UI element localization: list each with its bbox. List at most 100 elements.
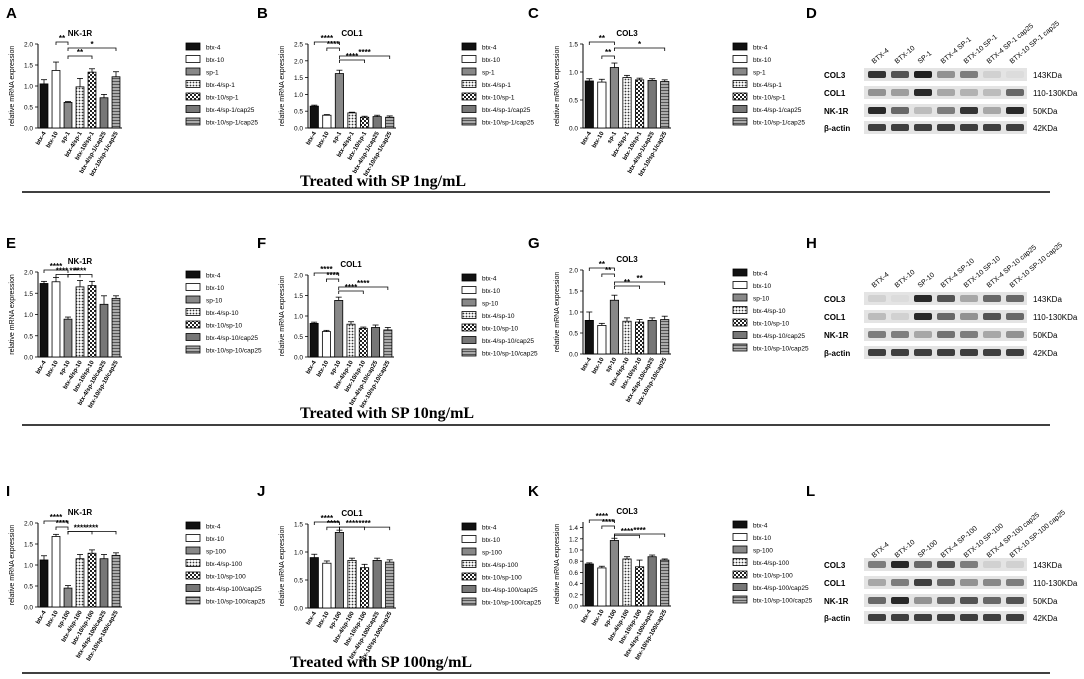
blot-band-size: 42KDa bbox=[1033, 124, 1058, 133]
blot-band bbox=[983, 295, 1001, 302]
legend-label: btx-4 bbox=[482, 45, 497, 52]
y-tick-label: 1.0 bbox=[24, 84, 33, 91]
y-tick-label: 0.0 bbox=[24, 126, 33, 133]
significance-label: ** bbox=[605, 48, 612, 57]
bar bbox=[51, 281, 61, 358]
legend-label: btx-4/sp-100 bbox=[753, 560, 790, 567]
blot-band bbox=[937, 107, 955, 114]
blot-band bbox=[937, 561, 955, 568]
blot-band bbox=[983, 597, 1001, 604]
significance-label: ** bbox=[599, 260, 606, 269]
legend-label: btx-10/sp-100/cap25 bbox=[482, 600, 542, 607]
blot-lane-label: BTX-10 SP-100 bbox=[963, 523, 1005, 560]
blot-band bbox=[937, 614, 955, 621]
legend-label: btx-4/sp-100/cap25 bbox=[753, 585, 809, 592]
bar bbox=[39, 83, 49, 129]
bar bbox=[584, 319, 594, 355]
y-tick-label: 1.5 bbox=[569, 42, 578, 49]
legend-swatch bbox=[732, 343, 748, 352]
legend-swatch bbox=[185, 92, 201, 101]
bar bbox=[322, 114, 332, 129]
legend-swatch bbox=[185, 584, 201, 592]
blot-band bbox=[960, 614, 978, 621]
legend-swatch bbox=[185, 308, 201, 316]
legend-swatch bbox=[461, 535, 477, 543]
blot-band bbox=[868, 107, 886, 114]
legend-swatch bbox=[732, 105, 748, 113]
blot-band bbox=[1006, 313, 1024, 320]
y-tick-label: 0.4 bbox=[569, 581, 578, 588]
blot-band bbox=[914, 71, 932, 78]
blot-band bbox=[1006, 71, 1024, 78]
x-tick-label: btx-4 bbox=[581, 356, 594, 372]
blot-band bbox=[868, 124, 886, 131]
bar bbox=[383, 329, 393, 358]
legend-label: btx-10/sp-1/cap25 bbox=[482, 120, 534, 127]
legend-swatch bbox=[732, 520, 748, 529]
bar bbox=[372, 116, 382, 129]
bar bbox=[647, 556, 657, 607]
panel-letter: D bbox=[806, 5, 817, 22]
legend-swatch bbox=[732, 117, 748, 126]
blot-band bbox=[960, 89, 978, 96]
legend-label: btx-4/sp-100 bbox=[206, 561, 243, 568]
bar bbox=[99, 303, 109, 358]
blot-band bbox=[868, 295, 886, 302]
significance-label: **** bbox=[50, 513, 63, 522]
legend-swatch bbox=[461, 547, 477, 556]
legend-swatch bbox=[185, 333, 201, 341]
y-tick-label: 2.5 bbox=[294, 42, 303, 49]
significance-label: ** bbox=[59, 34, 66, 43]
blot-band bbox=[960, 331, 978, 338]
blot-band bbox=[891, 331, 909, 338]
legend-label: btx-4/sp-100/cap25 bbox=[482, 587, 538, 594]
blot-band-size: 42KDa bbox=[1033, 349, 1058, 358]
legend-label: btx-10 bbox=[753, 57, 771, 64]
blot-band bbox=[1006, 349, 1024, 356]
blot-band-name: COL1 bbox=[824, 313, 846, 322]
bar bbox=[111, 554, 121, 608]
blot-band bbox=[983, 107, 1001, 114]
legend-label: sp-1 bbox=[206, 70, 219, 77]
significance-bracket bbox=[313, 521, 340, 525]
legend-swatch bbox=[461, 560, 477, 568]
blot-band bbox=[891, 349, 909, 356]
blot-band bbox=[1006, 614, 1024, 621]
blot-band bbox=[868, 579, 886, 586]
legend-swatch bbox=[461, 522, 477, 531]
legend-swatch bbox=[185, 534, 201, 542]
bar bbox=[75, 558, 85, 608]
blot-band-name: NK-1R bbox=[824, 331, 849, 340]
blot-band bbox=[868, 71, 886, 78]
legend-swatch bbox=[185, 55, 201, 63]
y-tick-label: 0.0 bbox=[294, 126, 303, 133]
y-tick-label: 1.0 bbox=[569, 70, 578, 77]
panel-letter: B bbox=[257, 5, 268, 22]
blot-band-name: β-actin bbox=[824, 349, 850, 358]
legend-swatch bbox=[732, 55, 748, 63]
legend-label: btx-4 bbox=[753, 271, 768, 278]
bar bbox=[87, 552, 97, 608]
bar bbox=[360, 567, 370, 609]
x-tick-label: btx-10 bbox=[46, 359, 60, 378]
blot-band bbox=[868, 561, 886, 568]
y-tick-label: 2.0 bbox=[24, 521, 33, 528]
chart-panel-f: F COL1 relative mRNA expression 0.0 0.5 1.0 1.… bbox=[257, 235, 538, 410]
blot-band bbox=[983, 71, 1001, 78]
significance-bracket bbox=[614, 285, 640, 289]
blot-band-size: 50KDa bbox=[1033, 331, 1058, 340]
significance-bracket bbox=[339, 55, 391, 59]
bar bbox=[597, 567, 607, 607]
legend-label: btx-4/sp-100/cap25 bbox=[206, 586, 262, 593]
legend-swatch bbox=[461, 286, 477, 294]
y-tick-label: 0.8 bbox=[569, 559, 578, 566]
blot-band bbox=[914, 313, 932, 320]
significance-bracket bbox=[588, 267, 615, 271]
y-tick-label: 0.0 bbox=[24, 355, 33, 362]
y-tick-label: 2.0 bbox=[294, 273, 303, 280]
blot-band bbox=[937, 124, 955, 131]
bar bbox=[87, 285, 97, 358]
blot-band-size: 50KDa bbox=[1033, 107, 1058, 116]
y-tick-label: 1.0 bbox=[569, 310, 578, 317]
